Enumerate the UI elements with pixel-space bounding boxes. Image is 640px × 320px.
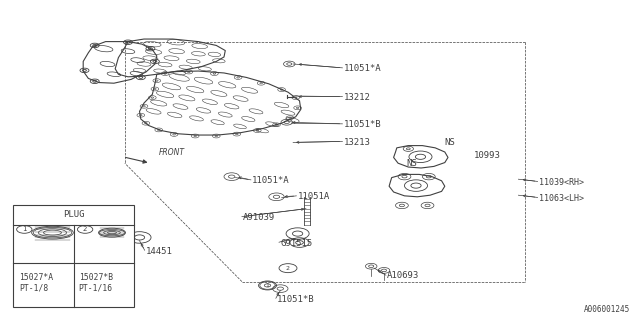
Text: PT-1/16: PT-1/16: [79, 284, 113, 293]
Text: 13213: 13213: [344, 138, 371, 147]
Text: 15027*A: 15027*A: [19, 273, 53, 282]
Bar: [13, 205, 134, 307]
Text: 13212: 13212: [344, 93, 371, 102]
Text: 11051*B: 11051*B: [277, 295, 315, 304]
Text: 11051A: 11051A: [298, 192, 330, 201]
Text: FRONT: FRONT: [159, 148, 185, 157]
Text: 1: 1: [22, 227, 27, 232]
Text: A10693: A10693: [387, 271, 419, 280]
Text: A91039: A91039: [243, 213, 275, 222]
Text: 11051*B: 11051*B: [344, 120, 382, 129]
Text: 2: 2: [286, 266, 290, 271]
Text: PT-1/8: PT-1/8: [19, 284, 49, 293]
Text: G91515: G91515: [280, 239, 312, 248]
Text: 11063<LH>: 11063<LH>: [539, 194, 584, 203]
Text: 2: 2: [83, 227, 87, 232]
Text: 15027*B: 15027*B: [79, 273, 113, 282]
Text: A006001245: A006001245: [584, 305, 630, 314]
Text: 10993: 10993: [474, 151, 500, 160]
Text: 11051*A: 11051*A: [344, 64, 382, 73]
Text: 14451: 14451: [146, 247, 173, 256]
Text: NS: NS: [406, 159, 417, 168]
Text: NS: NS: [445, 138, 456, 147]
Text: 1: 1: [266, 283, 269, 288]
Text: PLUG: PLUG: [63, 210, 84, 219]
Text: 11039<RH>: 11039<RH>: [539, 178, 584, 187]
Text: 11051*A: 11051*A: [252, 176, 289, 185]
